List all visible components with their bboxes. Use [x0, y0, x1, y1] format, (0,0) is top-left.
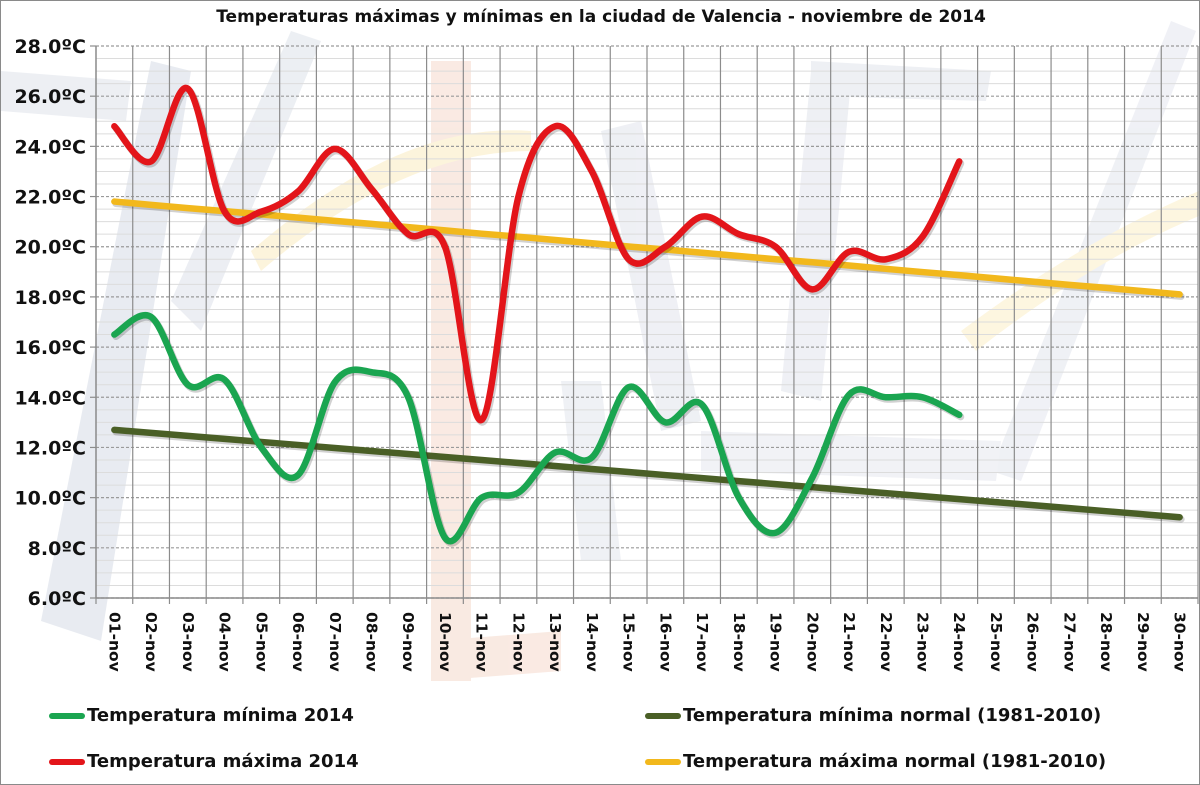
x-tick-label: 14-nov — [583, 612, 601, 672]
y-tick-label: 26.0ºC — [14, 86, 86, 108]
x-tick-label: 10-nov — [436, 612, 454, 672]
legend-swatch-max-2014 — [49, 758, 85, 765]
x-tick-label: 06-nov — [289, 612, 307, 672]
y-axis-ticks: 6.0ºC 8.0ºC 10.0ºC 12.0ºC 14.0ºC 16.0ºC 18.0ºC… — [14, 36, 96, 610]
legend-item-max-normal: Temperatura máxima normal (1981-2010) — [645, 751, 1106, 772]
legend-item-min-normal: Temperatura mínima normal (1981-2010) — [645, 705, 1101, 726]
x-tick-label: 15-nov — [620, 612, 638, 672]
y-tick-label: 28.0ºC — [14, 36, 86, 58]
y-tick-label: 18.0ºC — [14, 287, 86, 309]
x-tick-label: 04-nov — [216, 612, 234, 672]
x-tick-label: 09-nov — [399, 612, 417, 672]
x-tick-label: 03-nov — [179, 612, 197, 672]
legend-label: Temperatura máxima 2014 — [87, 751, 359, 772]
series-lines — [111, 85, 1185, 547]
x-tick-label: 11-nov — [473, 612, 491, 672]
y-tick-label: 14.0ºC — [14, 387, 86, 409]
y-tick-label: 24.0ºC — [14, 136, 86, 158]
legend-item-min-2014: Temperatura mínima 2014 — [49, 705, 354, 726]
x-tick-label: 01-nov — [105, 612, 123, 672]
series-line-temperatura-m-nima-normal-1981-2010 — [111, 426, 1183, 521]
y-tick-label: 6.0ºC — [28, 588, 86, 610]
x-tick-label: 30-nov — [1171, 612, 1189, 672]
y-tick-label: 8.0ºC — [28, 538, 86, 560]
x-tick-label: 19-nov — [767, 612, 785, 672]
legend-swatch-min-normal — [645, 712, 681, 719]
legend-swatch-min-2014 — [49, 712, 85, 719]
x-tick-label: 25-nov — [987, 612, 1005, 672]
x-tick-label: 24-nov — [950, 612, 968, 672]
legend-label: Temperatura mínima 2014 — [87, 705, 354, 726]
x-tick-label: 29-nov — [1134, 612, 1152, 672]
chart-title: Temperaturas máximas y mínimas en la ciu… — [216, 7, 986, 27]
legend-swatch-max-normal — [645, 758, 681, 765]
aemet-watermark — [1, 21, 1199, 681]
x-tick-label: 07-nov — [326, 612, 344, 672]
x-tick-label: 08-nov — [363, 612, 381, 672]
x-tick-label: 16-nov — [656, 612, 674, 672]
x-tick-label: 20-nov — [803, 612, 821, 672]
x-tick-label: 18-nov — [730, 612, 748, 672]
legend-label: Temperatura mínima normal (1981-2010) — [683, 705, 1102, 726]
series-line-temperatura-m-xima-2014 — [111, 85, 963, 424]
y-tick-label: 12.0ºC — [14, 437, 86, 459]
y-tick-label: 10.0ºC — [14, 488, 86, 510]
x-tick-label: 26-nov — [1024, 612, 1042, 672]
x-axis-ticks: 01-nov 02-nov 03-nov 04-nov 05-nov 06-nov 07-n… — [105, 612, 1188, 672]
y-tick-label: 22.0ºC — [14, 187, 86, 209]
x-tick-label: 05-nov — [252, 612, 270, 672]
x-tick-label: 23-nov — [914, 612, 932, 672]
x-tick-label: 13-nov — [546, 612, 564, 672]
legend-label: Temperatura máxima normal (1981-2010) — [683, 751, 1107, 772]
y-tick-label: 16.0ºC — [14, 337, 86, 359]
x-tick-label: 27-nov — [1060, 612, 1078, 672]
x-tick-label: 02-nov — [142, 612, 160, 672]
x-tick-label: 28-nov — [1097, 612, 1115, 672]
series-line-temperatura-m-xima-normal-1981-2010 — [111, 198, 1183, 298]
y-tick-label: 20.0ºC — [14, 237, 86, 259]
x-tick-label: 17-nov — [693, 612, 711, 672]
legend-item-max-2014: Temperatura máxima 2014 — [49, 751, 359, 772]
x-tick-label: 22-nov — [877, 612, 895, 672]
x-tick-label: 12-nov — [509, 612, 527, 672]
x-tick-label: 21-nov — [840, 612, 858, 672]
series-line-temperatura-m-nima-2014 — [111, 311, 963, 545]
